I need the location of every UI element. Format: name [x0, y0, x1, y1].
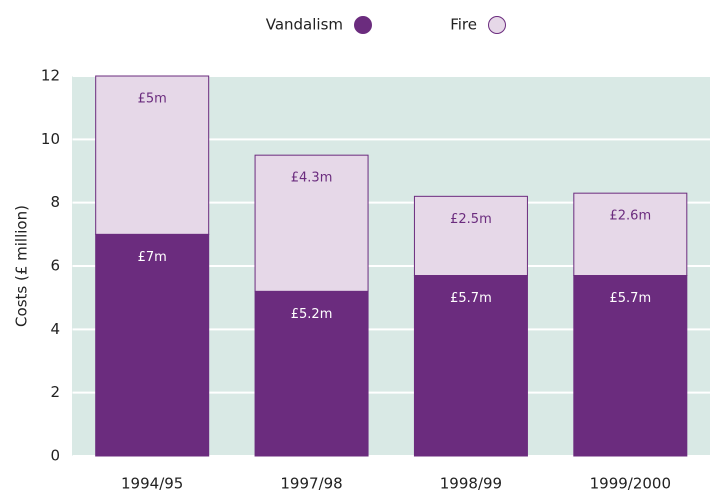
y-axis-label: Costs (£ million) — [13, 205, 31, 327]
data-label: £7m — [138, 250, 167, 265]
data-label: £5.2m — [291, 307, 333, 322]
x-tick-label: 1997/98 — [280, 475, 342, 493]
data-label: £5.7m — [610, 291, 652, 306]
legend-label: Vandalism — [266, 16, 343, 34]
x-tick-label: 1998/99 — [440, 475, 502, 493]
data-label: £2.6m — [610, 209, 652, 224]
y-tick-label: 10 — [41, 130, 60, 148]
data-label: £5m — [138, 92, 167, 107]
x-tick-label: 1994/95 — [121, 475, 183, 493]
data-label: £4.3m — [291, 171, 333, 186]
bar-segment — [573, 275, 688, 457]
y-tick-label: 8 — [50, 193, 60, 211]
bar-segment — [95, 75, 210, 235]
data-label: £2.5m — [450, 212, 492, 227]
y-tick-label: 6 — [50, 257, 60, 275]
x-tick-label: 1999/2000 — [590, 475, 671, 493]
y-tick-label: 12 — [41, 67, 60, 85]
legend-swatch — [488, 16, 506, 34]
bar-segment — [254, 154, 369, 292]
legend-label: Fire — [450, 16, 477, 34]
bar-segment — [573, 192, 688, 277]
bar-segment — [413, 275, 528, 457]
legend-swatch — [354, 16, 372, 34]
bar-segment — [254, 290, 369, 457]
y-tick-label: 0 — [50, 447, 60, 465]
bar-segment — [95, 233, 210, 457]
y-tick-label: 2 — [50, 383, 60, 401]
bar-segment — [413, 195, 528, 276]
data-label: £5.7m — [450, 291, 492, 306]
y-tick-label: 4 — [50, 320, 60, 338]
